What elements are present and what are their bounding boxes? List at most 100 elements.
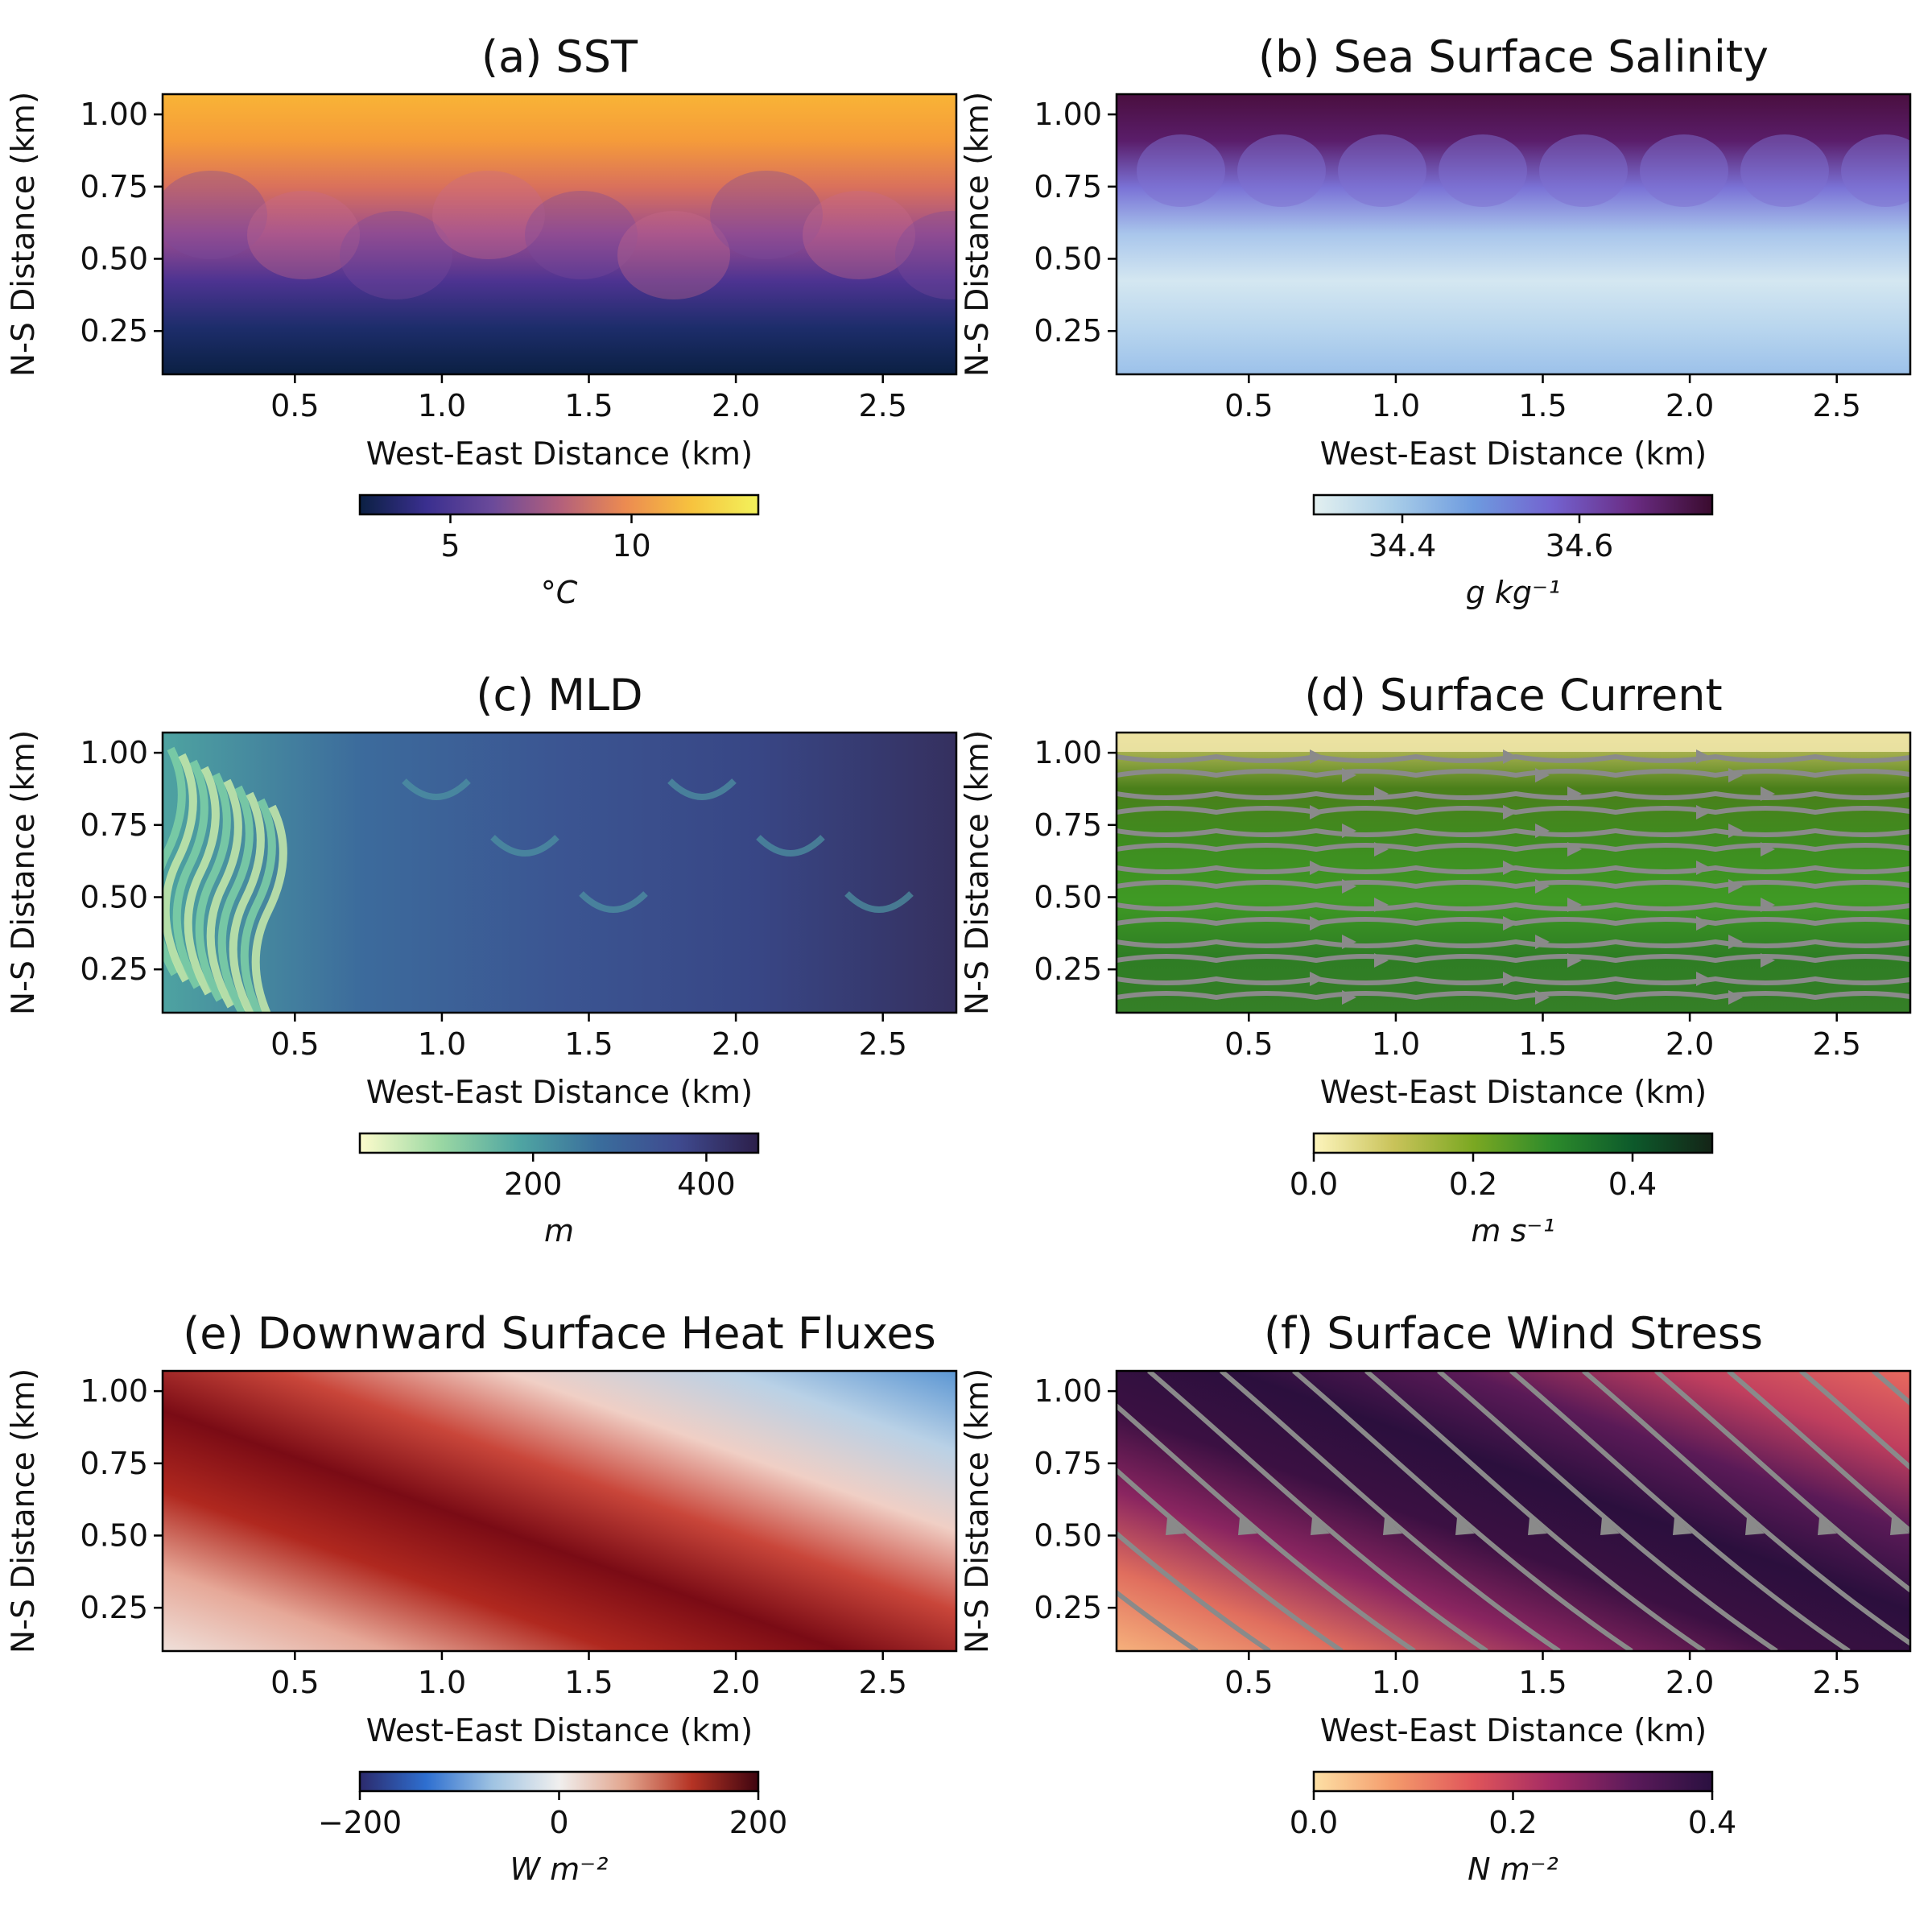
x-tick-label: 1.5 [564,1665,613,1700]
streamline-arrow [1166,1517,1185,1535]
filament [756,835,825,857]
streamline-arrow [1696,805,1711,819]
streamline-arrow [1890,1517,1909,1535]
eddy [525,191,638,279]
colorbar: 0.0 0.2 0.4 N m⁻² [1290,1770,1736,1887]
streamline-arrow [1728,768,1743,782]
streamline-arrow [1567,842,1582,857]
y-axis-label: N-S Distance (km) [960,730,996,1015]
streamline-arrow [1535,935,1550,949]
streamline-arrow [1696,916,1711,931]
streamline [1117,902,1910,911]
y-tick-label: 1.00 [1034,97,1102,132]
x-tick-label: 2.0 [1666,388,1714,423]
streamline [1117,828,1910,837]
filament [206,778,242,1009]
streamline-arrow [1761,898,1775,912]
y-tick-label: 0.25 [1034,313,1102,349]
colorbar-label: °C [541,575,578,610]
x-tick-label: 2.5 [1812,1026,1860,1062]
colorbar-tick-label: 200 [729,1805,788,1840]
streamline-arrow [1342,824,1356,838]
streamline-arrow [1238,1517,1257,1535]
colorbar-tick-label: 200 [504,1166,563,1202]
eddy [340,211,452,299]
heatmap-field [1117,94,1910,374]
streamline-arrow [1728,935,1743,949]
x-tick-label: 0.5 [270,388,319,423]
colorbar-tick-label: 5 [440,528,460,564]
y-tick-label: 0.75 [1034,807,1102,843]
streamline [1117,1530,1271,1651]
eddy [1640,134,1728,207]
streamline-arrow [1503,861,1517,875]
x-axis-label: West-East Distance (km) [1320,1713,1707,1749]
eddy [432,171,545,259]
streamline-arrow [1696,972,1711,986]
streamline-arrow [1342,990,1356,1005]
streamline [1799,1371,1910,1471]
streamline-arrow [1374,786,1389,801]
colorbar-tick-label: 0.0 [1290,1166,1338,1202]
colorbar-tick-label: 0.4 [1688,1805,1736,1840]
panel-title: (e) Downward Surface Heat Fluxes [183,1308,936,1359]
y-tick-label: 0.75 [80,169,148,204]
colorbar-tick-label: 10 [612,528,650,564]
streamline [1364,1371,1706,1651]
colorbar: −200 0 200 W m⁻² [318,1770,788,1887]
filament [172,759,208,989]
streamline-arrow [1374,953,1389,968]
streamline-arrow [1696,861,1711,875]
y-tick-label: 1.00 [80,735,148,770]
panel-b: (b) Sea Surface Salinity 0.5 1.0 1.5 2.0 2.5 1… [960,31,1912,610]
streamline-arrow [1310,805,1324,819]
x-tick-label: 0.5 [1224,388,1273,423]
streamline-arrow [1503,972,1517,986]
colorbar-gradient [358,1770,760,1793]
streamline [1654,1371,1910,1594]
panel-d: (d) Surface Current 0.5 1.0 1.5 2.0 2.5 1.00 0.… [960,670,1912,1249]
streamline-arrow [1310,972,1324,986]
x-tick-label: 2.5 [858,1026,906,1062]
colorbar-gradient [1312,1132,1714,1154]
filament [240,798,276,1013]
streamline-arrow [1342,768,1356,782]
eddy [617,211,730,299]
streamline [1117,1467,1344,1651]
eddy [163,171,267,259]
y-tick-label: 0.50 [80,241,148,276]
colorbar-label: W m⁻² [510,1852,609,1887]
filament [667,778,737,800]
y-axis-label: N-S Distance (km) [6,92,42,377]
streamline-arrow [1745,1517,1765,1535]
streamline-arrow [1374,898,1389,912]
streamline-arrow [1311,1517,1330,1535]
heatmap-field [163,733,956,1013]
streamline [1117,939,1910,948]
streamline-arrow [1761,842,1775,857]
panel-title: (f) Surface Wind Stress [1264,1308,1763,1359]
x-axis-label: West-East Distance (km) [366,436,753,473]
streamline-arrow [1503,749,1517,764]
y-tick-label: 1.00 [80,1373,148,1409]
colorbar-tick-label: 0.2 [1449,1166,1497,1202]
streamline-arrow [1600,1517,1620,1535]
eddy [1841,134,1910,207]
x-tick-label: 1.5 [564,388,613,423]
streamline [1147,1371,1488,1651]
plot-frame [1115,1369,1912,1653]
streamline [1437,1371,1778,1651]
streamline [1117,1589,1199,1651]
colorbar: 0.0 0.2 0.4 m s⁻¹ [1290,1132,1714,1249]
streamline-arrow [1503,805,1517,819]
eddy [1338,134,1426,207]
colorbar-label: m s⁻¹ [1471,1213,1554,1249]
panel-f: (f) Surface Wind Stress 0.5 1.0 1.5 2.0 2.5 1.… [960,1308,1912,1887]
filament [579,891,648,913]
eddy [1439,134,1527,207]
streamline-arrow [1383,1517,1402,1535]
x-tick-label: 1.0 [1372,1026,1420,1062]
streamline-arrow [1342,935,1356,949]
y-tick-label: 0.25 [80,1590,148,1625]
y-tick-label: 0.25 [1034,952,1102,987]
